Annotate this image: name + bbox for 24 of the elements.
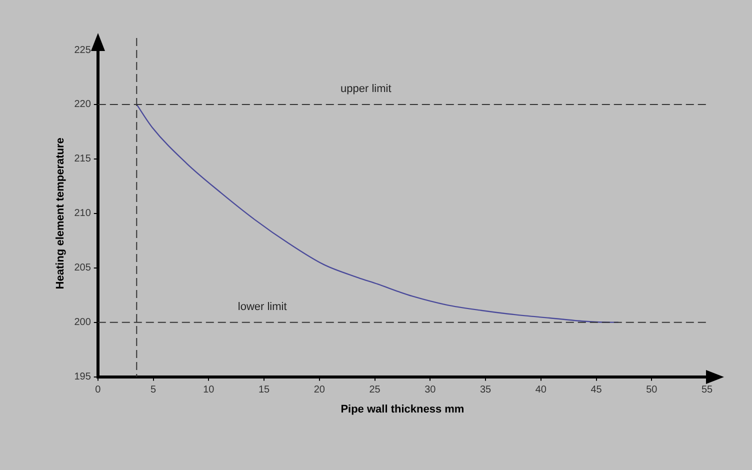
y-tick-label: 210 (74, 208, 92, 220)
x-tick-label: 55 (701, 384, 713, 396)
y-tick-label: 195 (74, 372, 92, 383)
y-tick-label: 225 (74, 44, 92, 56)
x-tick-label: 50 (646, 384, 658, 396)
ref-line-label: upper limit (340, 83, 392, 95)
x-tick-label: 25 (369, 384, 381, 396)
x-axis-title: Pipe wall thickness mm (340, 403, 464, 416)
x-tick-label: 20 (314, 384, 326, 396)
x-tick-label: 30 (424, 384, 436, 396)
x-tick-label: 5 (150, 384, 156, 396)
x-tick-label: 45 (590, 384, 602, 396)
y-tick-label: 215 (74, 154, 92, 165)
ref-line-label: lower limit (238, 300, 287, 313)
x-tick-label: 35 (480, 384, 492, 396)
x-tick-label: 10 (203, 384, 215, 396)
x-tick-label: 40 (535, 384, 547, 396)
y-axis-title: Heating element temperature (54, 138, 67, 290)
x-tick-label: 0 (95, 384, 102, 396)
y-tick-label: 220 (74, 99, 92, 110)
x-tick-label: 15 (258, 384, 270, 396)
y-tick-label: 205 (74, 262, 92, 274)
line-series (136, 104, 619, 323)
y-tick-label: 200 (74, 317, 92, 328)
